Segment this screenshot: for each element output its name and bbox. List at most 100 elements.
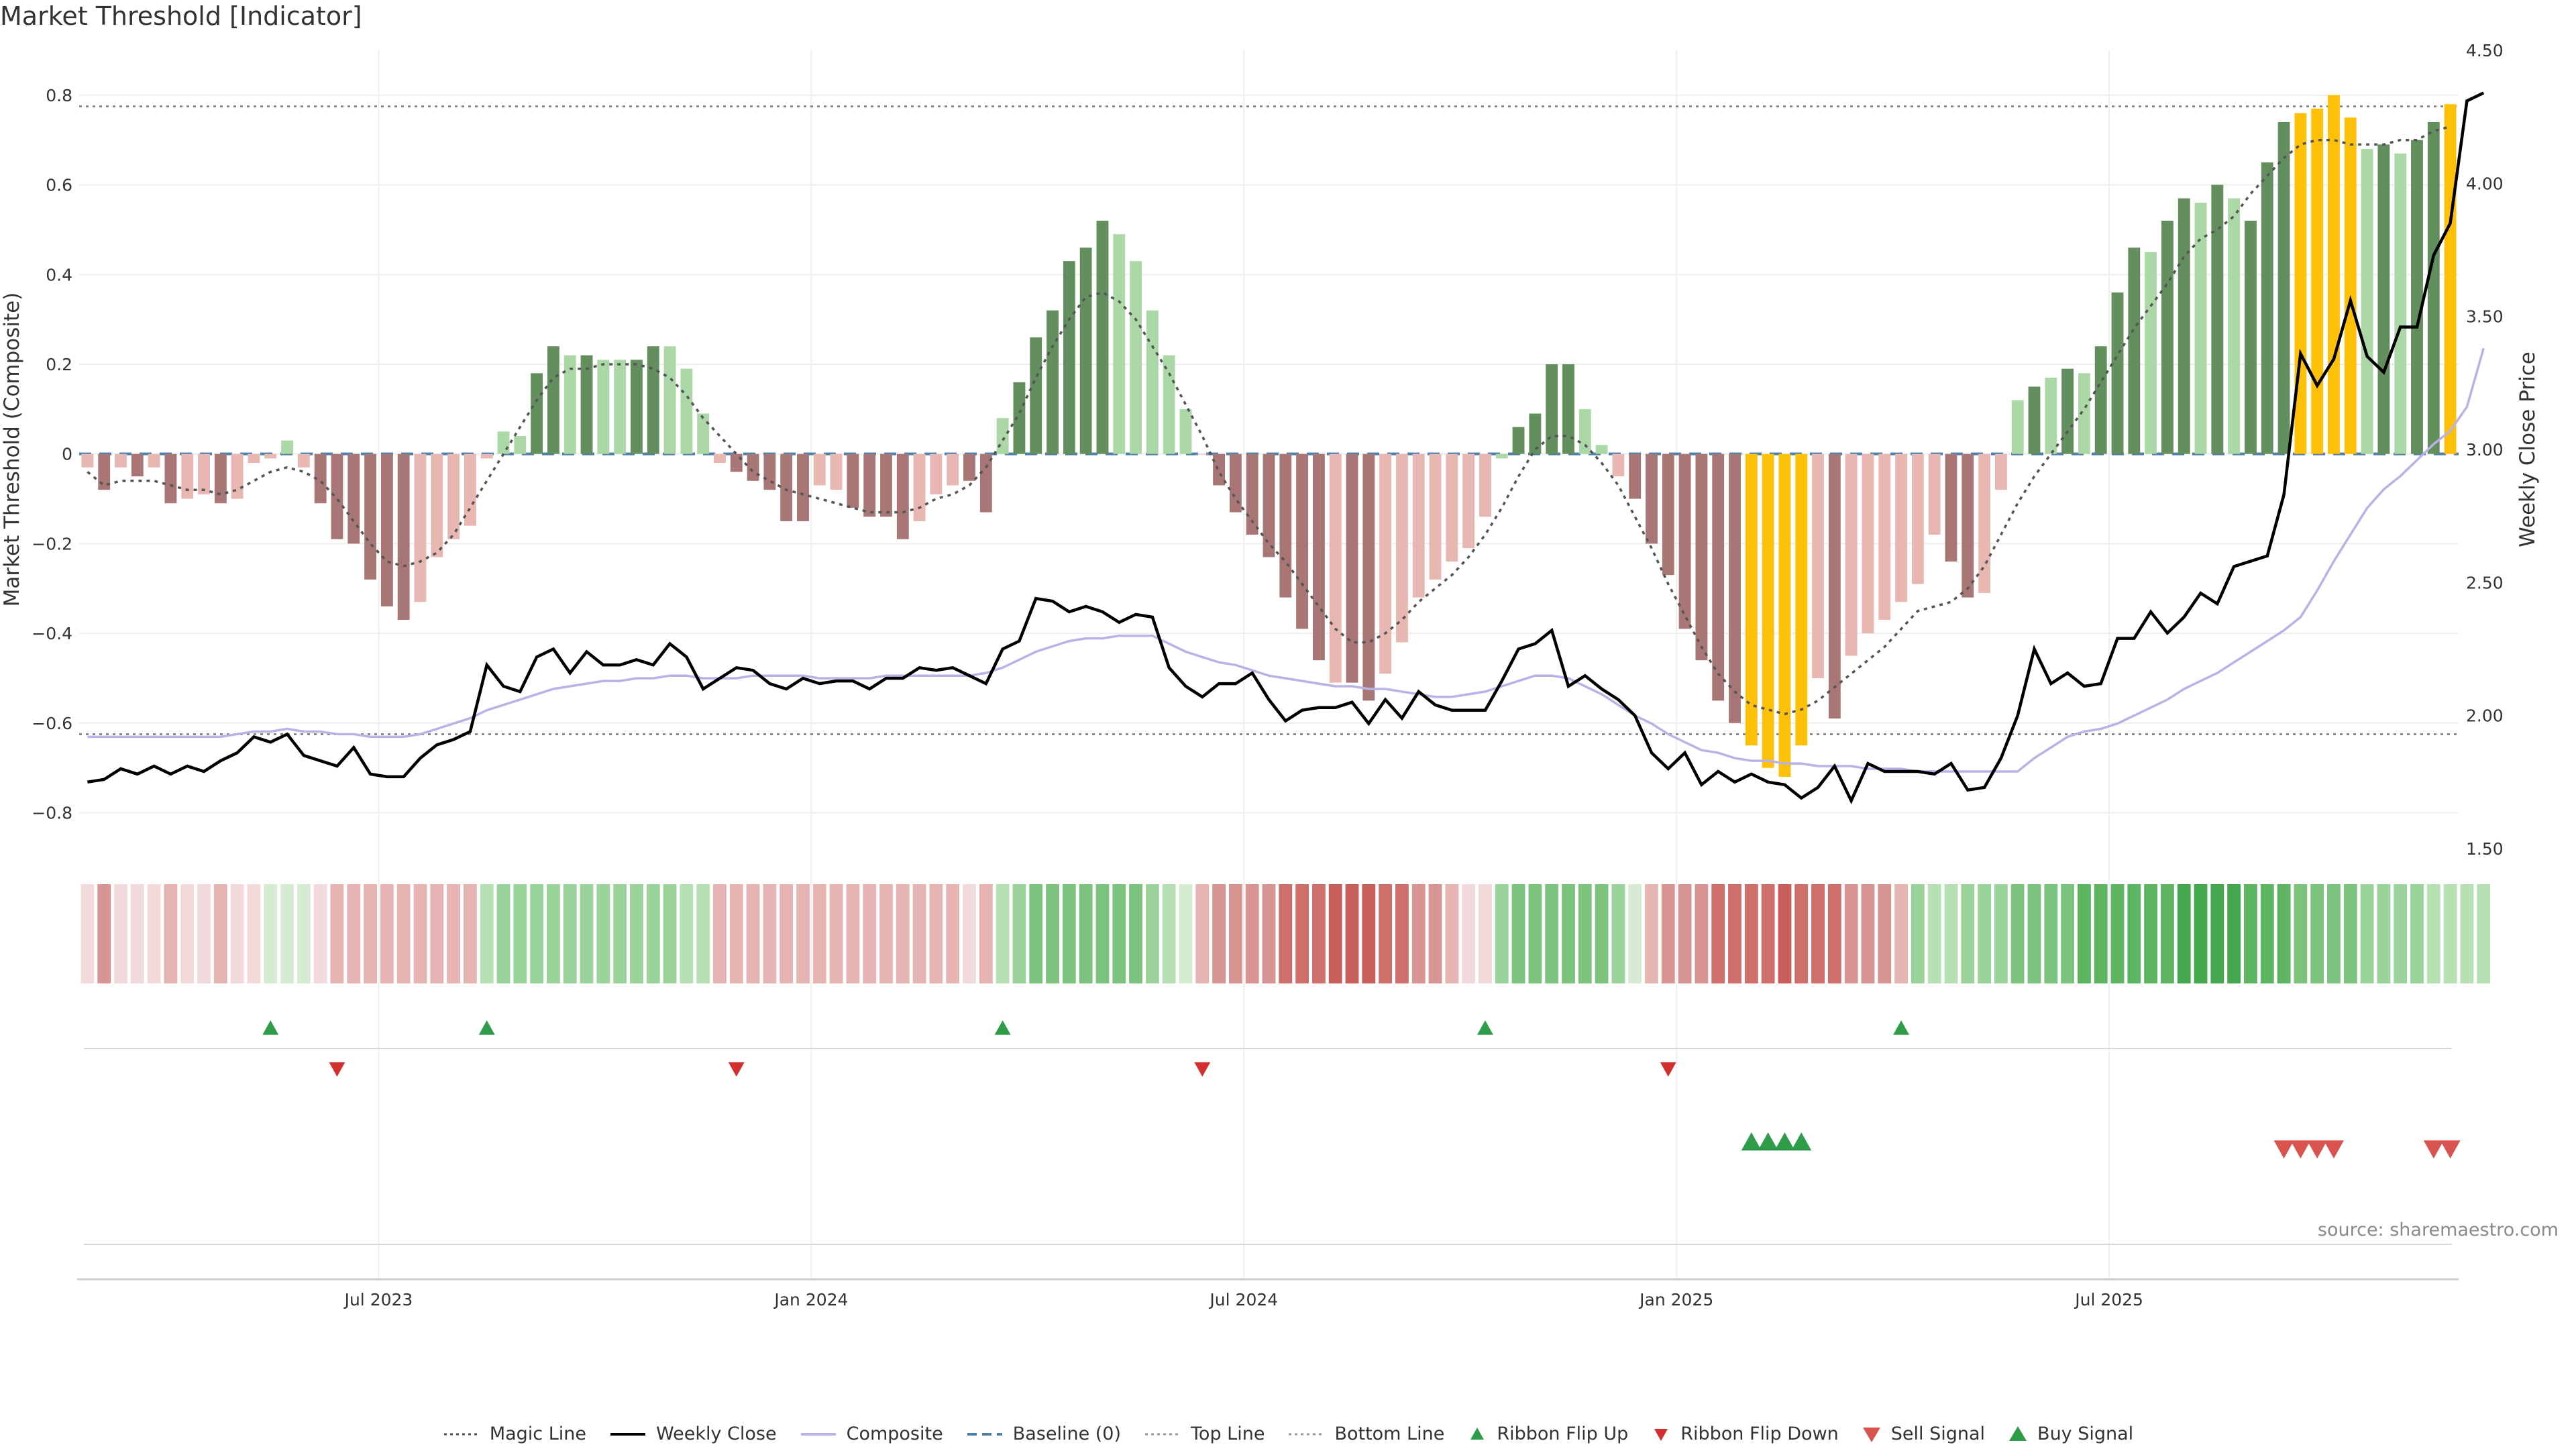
ribbon-cell [680,884,694,983]
sell-signal-marker [2440,1140,2461,1159]
composite-bar [1546,364,1558,454]
ribbon-cell [180,884,195,983]
composite-bar [1994,453,2007,490]
ribbon-cell [2327,884,2341,983]
ribbon-cell [2310,884,2324,983]
legend-item: Magic Line [443,1424,586,1444]
composite-bar [1729,453,1741,723]
composite-bar [1911,453,1924,584]
composite-bar [314,453,327,504]
ribbon-cell [1279,884,1293,983]
sell-signal-marker [2290,1140,2311,1159]
composite-bar [2277,121,2290,454]
legend-label: Composite [846,1424,943,1444]
ribbon-cell [946,884,960,983]
legend: Magic Line Weekly Close Composite Baseline … [0,1424,2576,1444]
ribbon-cell [1861,884,1875,983]
composite-bar [1030,337,1042,454]
ribbon-cell [1195,884,1210,983]
composite-bar [1795,453,1808,746]
ribbon-cell [114,884,127,983]
ribbon-cell [1295,884,1309,983]
legend-swatch-triangle [1862,1427,1880,1442]
ribbon-cell [963,884,976,983]
x-tick-label: Jul 2024 [1208,1290,1278,1309]
composite-bar [2145,252,2157,454]
composite-bar [863,453,876,517]
composite-bar [2094,346,2107,454]
ribbon-cell [1445,884,1459,983]
ribbon-cell [1827,884,1841,983]
composite-bar [2211,184,2224,454]
ribbon-cell [1528,884,1542,983]
tick-labels: −0.8 −0.6 −0.4 −0.2 0 0.2 0.4 0.6 0.8 1.50 2.00 2.5… [0,41,2540,1309]
ribbon-cell [1894,884,1908,983]
ribbon-cell [896,884,910,983]
ribbon-cell [2460,884,2474,983]
ribbon-cell [496,884,511,983]
ribbon-cell [1511,884,1525,983]
ribbon-cell [596,884,610,983]
composite-bar [1312,453,1325,661]
ribbon-cell [1744,884,1758,983]
ribbon-cell [480,884,494,983]
composite-bar [2444,104,2457,454]
ribbon-cell [2127,884,2141,983]
ribbon-cell [746,884,760,983]
ribbon-cell [1345,884,1359,983]
y-tick-label: −0.8 [32,804,72,823]
buy-signal-marker [1758,1132,1778,1150]
y2-tick-label: 2.50 [2466,573,2504,592]
composite-bar [1446,453,1458,562]
composite-bar [514,435,527,454]
ribbon-flip-up-marker [262,1020,279,1035]
composite-bar [763,453,776,490]
ribbon-cell [347,884,361,983]
composite-bar [913,453,926,521]
ribbon-cell [2061,884,2075,983]
ribbon-cell [2426,884,2440,983]
y2-tick-label: 3.50 [2466,307,2504,327]
composite-bar [1878,453,1891,621]
composite-bar [414,453,427,602]
composite-bar [1762,453,1774,768]
legend-swatch [1145,1433,1181,1435]
composite-bar [347,453,360,544]
ribbon-cell [1012,884,1026,983]
sell-signal-marker [2423,1140,2444,1159]
legend-item: Bottom Line [1287,1424,1444,1444]
legend-label: Top Line [1191,1424,1265,1444]
composite-bar [1678,453,1691,629]
ribbon-cell [1545,884,1559,983]
composite-bar [847,453,859,508]
composite-bar [1495,453,1508,459]
composite-bar [1646,453,1658,544]
y2-tick-label: 4.00 [2466,174,2504,193]
composite-bar [663,346,676,454]
ribbon-cell [2477,884,2491,983]
ribbon-strip [80,884,2491,983]
legend-item: Sell Signal [1862,1424,1985,1444]
composite-bar [115,453,127,468]
ribbon-cell [1262,884,1276,983]
legend-item: Ribbon Flip Down [1651,1424,1839,1444]
composite-bar [1745,453,1758,746]
sell-signal-marker [2273,1140,2294,1159]
composite-bar [1046,310,1059,454]
composite-bar [1578,409,1591,454]
ribbon-cell [1328,884,1342,983]
composite-bar [1196,453,1209,455]
composite-bar [1928,453,1941,535]
composite-bar [2128,248,2141,454]
ribbon-flip-down-marker [728,1062,745,1077]
composite-bar [631,360,643,454]
ribbon-cell [447,884,461,983]
ribbon-cell [729,884,743,983]
ribbon-cell [1362,884,1376,983]
composite-bar [2261,162,2273,454]
ribbon-cell [1961,884,1975,983]
ribbon-cell [1495,884,1509,983]
composite-bar [1612,453,1625,477]
composite-bar [1179,409,1192,454]
